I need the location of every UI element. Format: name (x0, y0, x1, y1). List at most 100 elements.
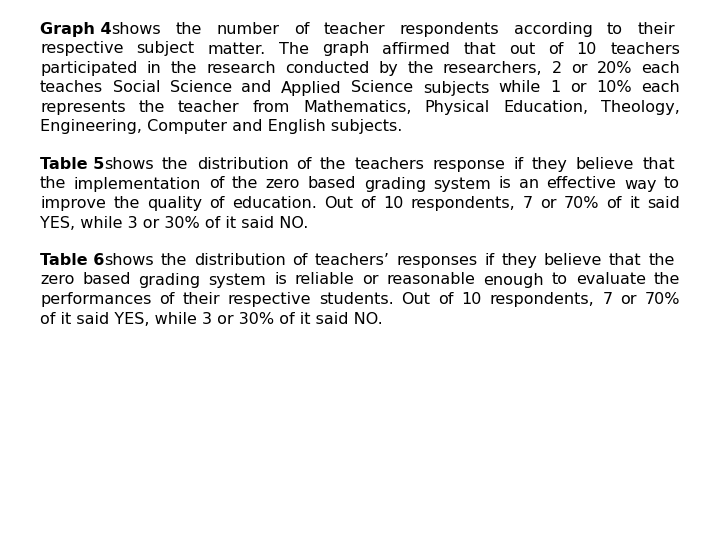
Text: each: each (642, 80, 680, 96)
Text: Mathematics,: Mathematics, (303, 100, 412, 115)
Text: teacher: teacher (178, 100, 240, 115)
Text: affirmed: affirmed (382, 42, 450, 57)
Text: evaluate: evaluate (576, 273, 646, 287)
Text: improve: improve (40, 196, 106, 211)
Text: shows: shows (112, 22, 161, 37)
Text: of: of (209, 177, 224, 192)
Text: that: that (609, 253, 642, 268)
Text: system: system (209, 273, 266, 287)
Text: conducted: conducted (285, 61, 369, 76)
Text: 70%: 70% (564, 196, 599, 211)
Text: of: of (438, 292, 454, 307)
Text: participated: participated (40, 61, 138, 76)
Text: Theology,: Theology, (601, 100, 680, 115)
Text: an: an (519, 177, 539, 192)
Text: of it said YES, while 3 or 30% of it said NO.: of it said YES, while 3 or 30% of it sai… (40, 312, 383, 327)
Text: 7: 7 (523, 196, 533, 211)
Text: way: way (624, 177, 657, 192)
Text: researchers,: researchers, (443, 61, 542, 76)
Text: based: based (307, 177, 356, 192)
Text: the: the (232, 177, 258, 192)
Text: the: the (161, 253, 187, 268)
Text: believe: believe (544, 253, 602, 268)
Text: Education,: Education, (503, 100, 588, 115)
Text: respective: respective (228, 292, 311, 307)
Text: if: if (485, 253, 495, 268)
Text: respective: respective (40, 42, 124, 57)
Text: students.: students. (319, 292, 394, 307)
Text: respondents: respondents (400, 22, 499, 37)
Text: represents: represents (40, 100, 125, 115)
Text: the: the (40, 177, 66, 192)
Text: according: according (513, 22, 593, 37)
Text: respondents,: respondents, (410, 196, 516, 211)
Text: YES, while 3 or 30% of it said NO.: YES, while 3 or 30% of it said NO. (40, 215, 308, 231)
Text: Engineering, Computer and English subjects.: Engineering, Computer and English subjec… (40, 119, 402, 134)
Text: or: or (571, 61, 588, 76)
Text: grading: grading (364, 177, 426, 192)
Text: subject: subject (137, 42, 194, 57)
Text: teachers’: teachers’ (315, 253, 390, 268)
Text: Physical: Physical (425, 100, 490, 115)
Text: they: they (501, 253, 537, 268)
Text: of: of (159, 292, 174, 307)
Text: or: or (620, 292, 636, 307)
Text: the: the (113, 196, 140, 211)
Text: to: to (664, 177, 680, 192)
Text: that: that (642, 157, 675, 172)
Text: enough: enough (483, 273, 544, 287)
Text: and: and (241, 80, 271, 96)
Text: 10: 10 (383, 196, 403, 211)
Text: 1: 1 (550, 80, 561, 96)
Text: shows: shows (104, 157, 154, 172)
Text: Science: Science (170, 80, 232, 96)
Text: or: or (540, 196, 557, 211)
Text: teachers: teachers (610, 42, 680, 57)
Text: teachers: teachers (354, 157, 424, 172)
Text: the: the (654, 273, 680, 287)
Text: the: the (649, 253, 675, 268)
Text: said: said (647, 196, 680, 211)
Text: of: of (549, 42, 564, 57)
Text: 10: 10 (577, 42, 597, 57)
Text: from: from (253, 100, 290, 115)
Text: distribution: distribution (194, 253, 286, 268)
Text: their: their (637, 22, 675, 37)
Text: the: the (139, 100, 165, 115)
Text: or: or (362, 273, 379, 287)
Text: Table 6: Table 6 (40, 253, 104, 268)
Text: performances: performances (40, 292, 151, 307)
Text: in: in (147, 61, 161, 76)
Text: Graph 4: Graph 4 (40, 22, 112, 37)
Text: of: of (606, 196, 622, 211)
Text: Out: Out (402, 292, 431, 307)
Text: Applied: Applied (281, 80, 342, 96)
Text: matter.: matter. (207, 42, 266, 57)
Text: the: the (176, 22, 202, 37)
Text: Social: Social (112, 80, 160, 96)
Text: subjects: subjects (423, 80, 489, 96)
Text: number: number (217, 22, 279, 37)
Text: implementation: implementation (74, 177, 202, 192)
Text: Out: Out (324, 196, 353, 211)
Text: while: while (499, 80, 541, 96)
Text: distribution: distribution (197, 157, 289, 172)
Text: believe: believe (576, 157, 634, 172)
Text: 70%: 70% (644, 292, 680, 307)
Text: out: out (509, 42, 535, 57)
Text: grading: grading (138, 273, 201, 287)
Text: of: of (210, 196, 225, 211)
Text: response: response (433, 157, 505, 172)
Text: based: based (82, 273, 131, 287)
Text: they: they (532, 157, 567, 172)
Text: the: the (171, 61, 197, 76)
Text: of: of (297, 157, 312, 172)
Text: 2: 2 (552, 61, 562, 76)
Text: zero: zero (40, 273, 74, 287)
Text: to: to (607, 22, 623, 37)
Text: respondents,: respondents, (490, 292, 595, 307)
Text: if: if (513, 157, 523, 172)
Text: each: each (642, 61, 680, 76)
Text: reliable: reliable (294, 273, 354, 287)
Text: shows: shows (104, 253, 154, 268)
